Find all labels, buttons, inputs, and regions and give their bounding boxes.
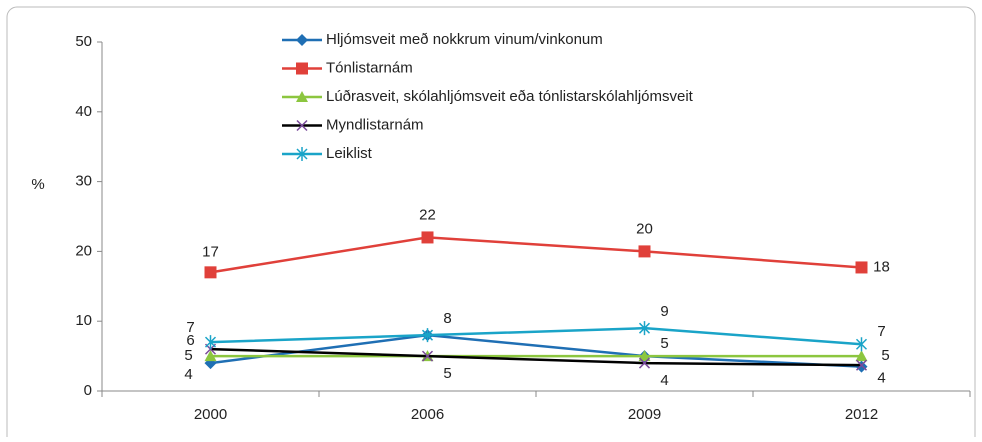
legend-label: Leiklist bbox=[326, 145, 373, 162]
data-label: 9 bbox=[660, 303, 668, 320]
data-label: 4 bbox=[660, 372, 668, 389]
marker bbox=[421, 231, 434, 244]
marker bbox=[855, 350, 868, 362]
data-label: 18 bbox=[873, 258, 890, 275]
data-label: 5 bbox=[184, 347, 192, 364]
marker bbox=[638, 350, 651, 362]
data-label: 7 bbox=[877, 323, 885, 340]
y-tick-label: 0 bbox=[84, 382, 92, 399]
data-label: 17 bbox=[202, 243, 219, 260]
marker bbox=[638, 357, 651, 369]
data-label: 4 bbox=[184, 366, 192, 383]
data-label: 22 bbox=[419, 206, 436, 223]
frame bbox=[6, 6, 976, 442]
series-line bbox=[210, 236, 862, 274]
x-tick-label: 2012 bbox=[845, 406, 878, 423]
legend-label: Tónlistarnám bbox=[326, 59, 413, 76]
marker bbox=[204, 266, 217, 279]
data-label: 5 bbox=[443, 365, 451, 382]
marker bbox=[638, 321, 651, 336]
marker bbox=[204, 335, 217, 350]
marker bbox=[638, 245, 651, 258]
x-tick-label: 2009 bbox=[628, 406, 661, 423]
data-label: 7 bbox=[186, 319, 194, 336]
marker bbox=[296, 62, 308, 75]
y-tick-label: 40 bbox=[75, 103, 92, 120]
y-axis-label: % bbox=[31, 176, 44, 193]
marker bbox=[204, 350, 217, 362]
data-label: 6 bbox=[186, 332, 194, 349]
data-label: 8 bbox=[443, 310, 451, 327]
y-tick-label: 50 bbox=[75, 33, 92, 50]
data-label: 5 bbox=[660, 335, 668, 352]
marker bbox=[296, 147, 308, 161]
data-label: 20 bbox=[636, 220, 653, 237]
series-line bbox=[210, 333, 862, 368]
series-line bbox=[210, 326, 862, 346]
legend-label: Lúðrasveit, skólahljómsveit eða tónlista… bbox=[326, 88, 694, 105]
marker bbox=[855, 337, 868, 352]
marker bbox=[855, 261, 868, 274]
marker bbox=[296, 91, 308, 102]
x-tick-label: 2006 bbox=[411, 406, 444, 423]
marker bbox=[421, 328, 434, 343]
marker bbox=[296, 119, 308, 132]
y-tick-label: 30 bbox=[75, 173, 92, 190]
legend-label: Hljómsveit með nokkrum vinum/vinkonum bbox=[326, 31, 603, 48]
x-tick-label: 2000 bbox=[194, 406, 227, 423]
y-tick-label: 10 bbox=[75, 312, 92, 329]
marker bbox=[855, 360, 868, 373]
series-line bbox=[210, 347, 862, 367]
data-label: 4 bbox=[877, 370, 885, 387]
marker bbox=[421, 350, 434, 362]
data-label: 5 bbox=[881, 347, 889, 364]
marker bbox=[296, 34, 308, 46]
legend-label: Myndlistarnám bbox=[326, 116, 424, 133]
y-tick-label: 20 bbox=[75, 242, 92, 259]
marker bbox=[855, 359, 868, 371]
